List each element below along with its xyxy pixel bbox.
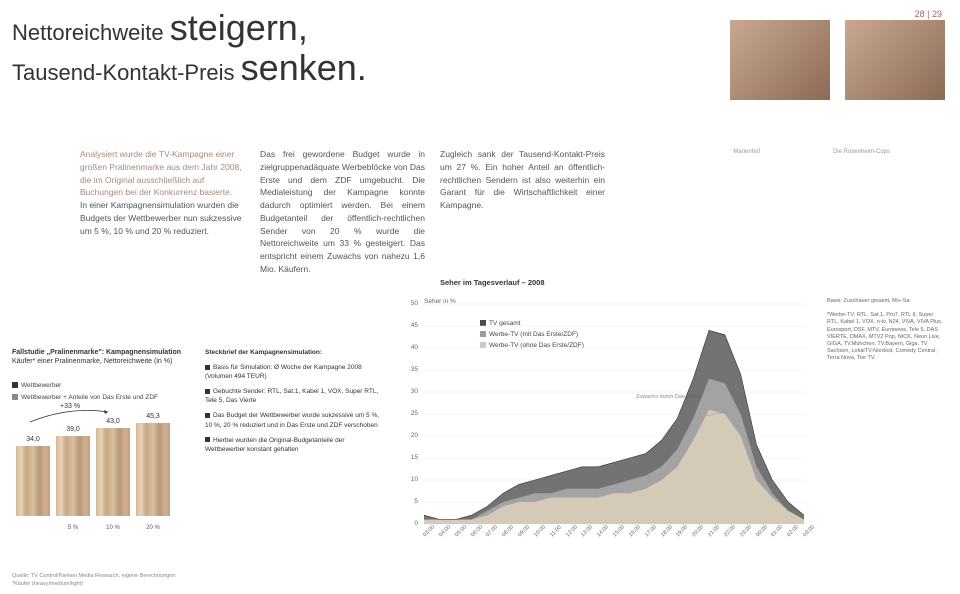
page-number: 28 | 29 xyxy=(915,8,942,20)
ytick: 45 xyxy=(400,322,418,331)
bar-value: 34,0 xyxy=(16,435,50,444)
steck-item: Gebuchte Sender: RTL, Sat.1, Kabel 1, VO… xyxy=(205,387,380,405)
body-col-2: Zugleich sank der Tausend-Kontakt-Preis … xyxy=(440,148,605,212)
hl-1a: Nettoreichweite xyxy=(12,20,170,45)
ytick: 25 xyxy=(400,410,418,419)
bar xyxy=(136,423,170,516)
bar-value: 45,3 xyxy=(136,412,170,421)
steck-item: Basis für Simulation: Ø Woche der Kampag… xyxy=(205,363,380,381)
bar xyxy=(96,428,130,516)
hl-1b: steigern, xyxy=(170,7,308,48)
bar-legend: Wettbewerber Wettbewerber + Anteile von D… xyxy=(12,382,158,406)
steckbrief: Steckbrief der Kampagnensimulation:Basis… xyxy=(205,348,380,460)
ytick: 30 xyxy=(400,388,418,397)
bar-chart: 34,039,05 %43,010 %45,320 % xyxy=(12,412,172,532)
body-col-1: Das frei gewordene Budget wurde in zielg… xyxy=(260,148,425,276)
area-chart-title: Seher im Tagesverlauf – 2008 xyxy=(440,278,545,288)
headline: Nettoreichweite steigern, Tausend-Kontak… xyxy=(12,8,367,87)
source-note: Quelle: TV Control/Nielsen Media Researc… xyxy=(12,573,175,588)
ytick: 35 xyxy=(400,366,418,375)
photo-rosenheim xyxy=(845,20,945,100)
legend-item: Wettbewerber + Anteile von Das Erste und… xyxy=(12,394,158,403)
legend-item: Wettbewerber xyxy=(12,382,158,391)
steck-item: Das Budget der Wettbewerber wurde sukzes… xyxy=(205,411,380,429)
ytick: 5 xyxy=(400,498,418,507)
photo-marienhof xyxy=(730,20,830,100)
intro-text: Analysiert wurde die TV-Kampagne einer g… xyxy=(80,148,245,237)
area-chart: 0510152025303540455003:0004:0005:0006:00… xyxy=(400,298,810,558)
ytick: 20 xyxy=(400,432,418,441)
bar-value: 39,0 xyxy=(56,425,90,434)
bar xyxy=(16,446,50,516)
area-basis-note: Basis: Zuschauer gesamt, Mo–Sa*Werbe-TV:… xyxy=(827,298,945,362)
hl-2a: Tausend-Kontakt-Preis xyxy=(12,60,241,85)
ytick: 0 xyxy=(400,520,418,529)
bar-value: 43,0 xyxy=(96,417,130,426)
ytick: 15 xyxy=(400,454,418,463)
ytick: 40 xyxy=(400,344,418,353)
bar-chart-title: Fallstudie „Pralinenmarke": Kampagnensim… xyxy=(12,348,197,366)
caption-2: Die Rosenheim-Cops xyxy=(833,148,890,156)
caption-1: Marienhof xyxy=(733,148,760,156)
bar-category: 20 % xyxy=(123,524,183,532)
steck-item: Hierbei wurden die Original-Budgetanteil… xyxy=(205,436,380,454)
hl-2b: senken. xyxy=(241,47,367,88)
ytick: 10 xyxy=(400,476,418,485)
bar xyxy=(56,436,90,516)
ytick: 50 xyxy=(400,300,418,309)
